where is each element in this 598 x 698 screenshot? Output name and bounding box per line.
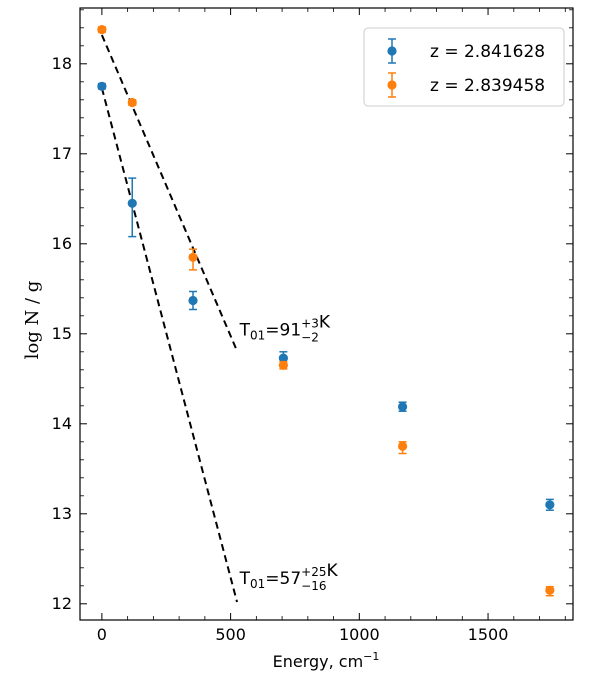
data-point xyxy=(188,295,198,306)
data-point xyxy=(127,97,137,108)
legend-label: z = 2.841628 xyxy=(430,42,545,62)
legend-box xyxy=(363,27,565,107)
data-point xyxy=(545,585,555,595)
fit-line xyxy=(100,34,238,352)
y-tick-label: 12 xyxy=(52,594,72,613)
legend-marker xyxy=(387,80,397,90)
axis-ticks xyxy=(80,8,573,620)
series xyxy=(97,81,555,511)
data-point xyxy=(127,198,137,208)
data-point xyxy=(278,360,288,370)
data-point xyxy=(278,353,288,363)
series xyxy=(97,25,555,597)
x-tick-label: 0 xyxy=(97,625,107,644)
y-tick-labels: 12 13 14 15 16 17 18 xyxy=(52,54,72,613)
legend-label: z = 2.839458 xyxy=(430,76,545,96)
fit-lines xyxy=(100,34,239,603)
x-tick-label: 500 xyxy=(215,625,246,644)
data-point xyxy=(397,441,408,451)
x-axis-label: Energy, cm−1 xyxy=(273,650,380,671)
legend: z = 2.841628 z = 2.839458 xyxy=(363,27,565,107)
data-point xyxy=(397,402,408,412)
y-tick-label: 14 xyxy=(52,414,72,433)
data-point xyxy=(188,252,198,262)
legend-marker xyxy=(387,46,397,56)
data-point xyxy=(97,25,107,35)
legend-entry: z = 2.839458 xyxy=(387,72,545,98)
fit-line xyxy=(100,87,239,603)
annotations: T01=91+3K−2 T01=57+25K−16 xyxy=(239,313,339,593)
y-tick-label: 13 xyxy=(52,504,72,523)
annotation-lower-error: −2 xyxy=(301,331,319,345)
plot-frame xyxy=(79,7,574,621)
temperature-annotation: T01=91+3K xyxy=(239,313,331,343)
x-tick-label: 1500 xyxy=(468,625,509,644)
legend-entry: z = 2.841628 xyxy=(387,38,545,64)
x-tick-labels: 0 500 1000 1500 xyxy=(97,625,509,644)
y-tick-label: 15 xyxy=(52,324,72,343)
annotation-lower-error: −16 xyxy=(301,579,326,593)
x-axis-label-text: Energy, cm xyxy=(273,652,364,671)
x-axis-label-sup: −1 xyxy=(363,650,379,663)
y-tick-label: 16 xyxy=(52,234,72,253)
x-tick-label: 1000 xyxy=(339,625,380,644)
y-tick-label: 17 xyxy=(52,144,72,163)
data-point xyxy=(545,500,555,510)
y-axis-label: log N / g xyxy=(22,281,43,360)
temperature-annotation: T01=57+25K xyxy=(239,561,339,591)
data-series xyxy=(97,25,555,597)
y-tick-label: 18 xyxy=(52,54,72,73)
data-point xyxy=(97,81,107,91)
